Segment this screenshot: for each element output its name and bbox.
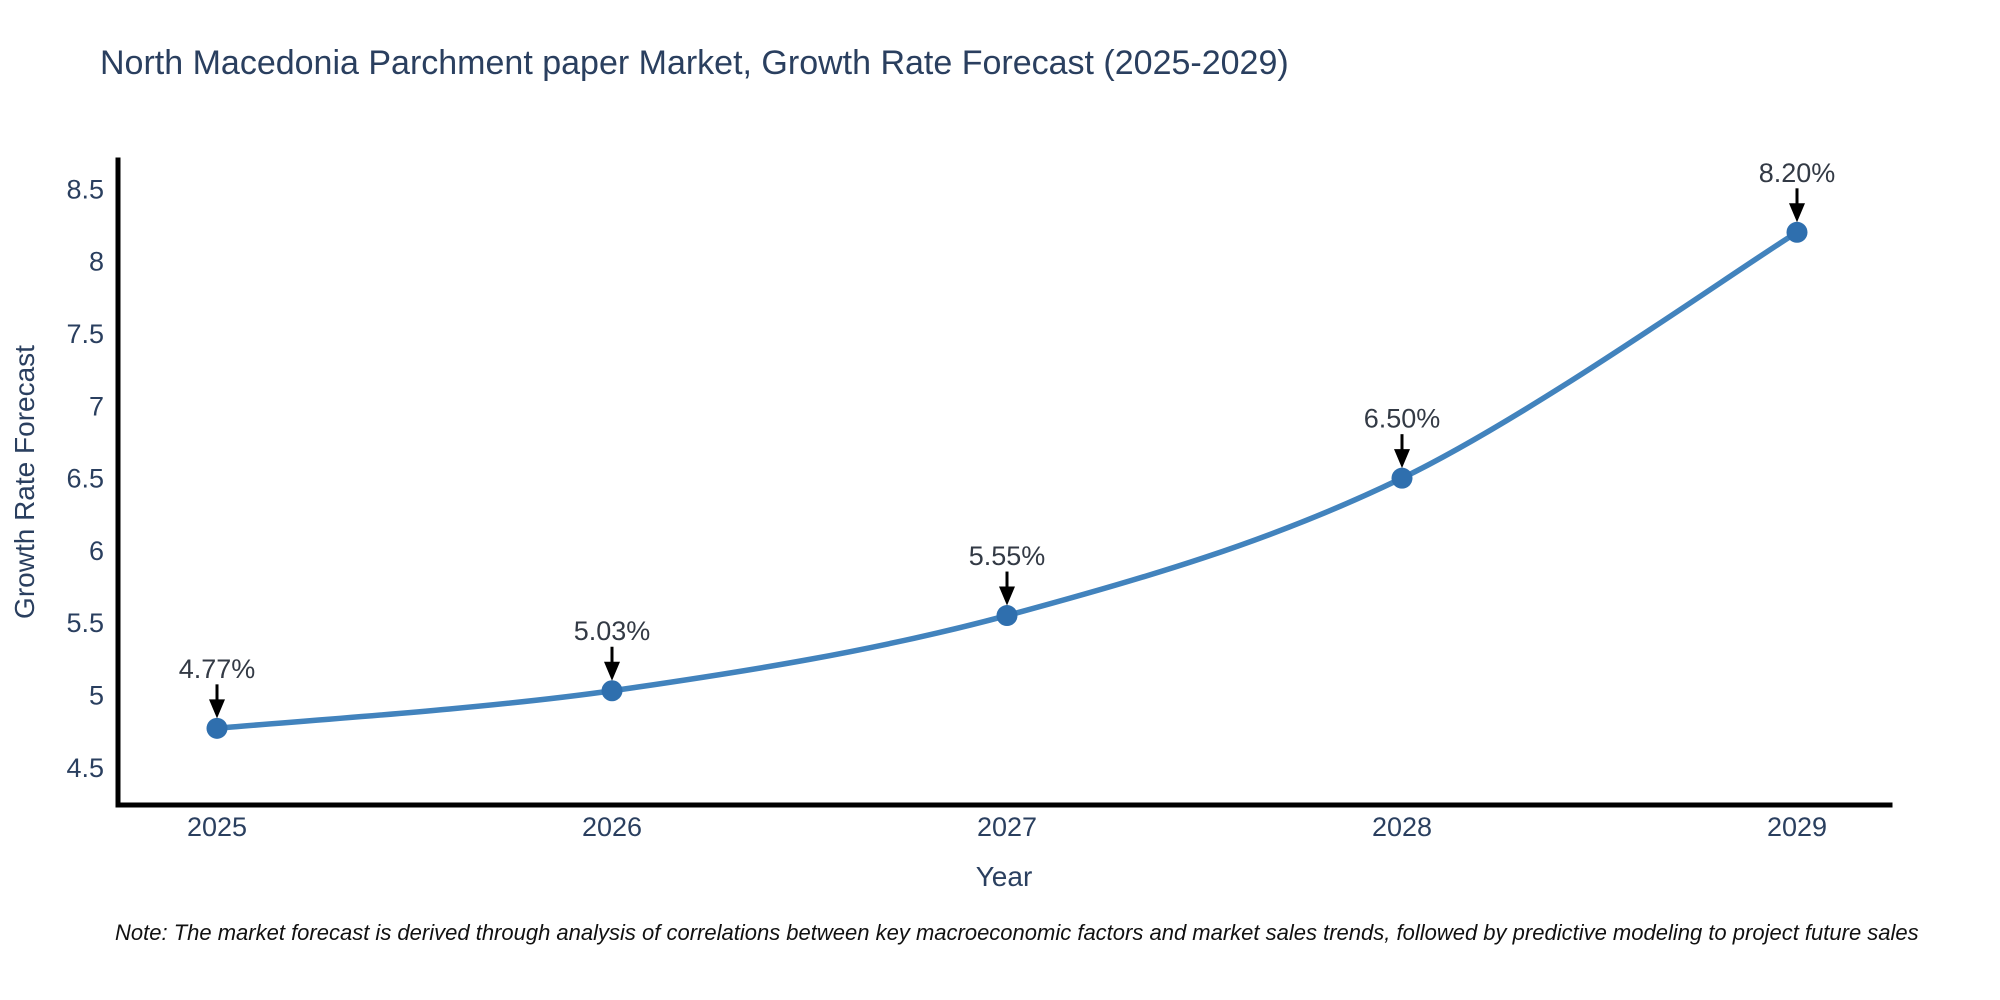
y-tick-label: 5 <box>89 681 104 711</box>
data-point-marker[interactable] <box>601 680 623 702</box>
y-tick-label: 5.5 <box>66 608 104 638</box>
point-value-label: 8.20% <box>1759 158 1836 188</box>
data-point-marker[interactable] <box>996 605 1018 627</box>
data-point-marker[interactable] <box>1391 467 1413 489</box>
y-axis-title: Growth Rate Forecast <box>9 345 40 619</box>
y-tick-label: 8.5 <box>66 174 104 204</box>
annotation-arrowhead <box>1789 203 1805 223</box>
x-tick-label: 2027 <box>977 812 1037 842</box>
y-axis-tick-labels: 4.5 5 5.5 6 6.5 7 7.5 8 8.5 <box>66 174 104 782</box>
point-value-label: 5.03% <box>574 616 651 646</box>
x-tick-label: 2025 <box>187 812 247 842</box>
y-tick-label: 6 <box>89 536 104 566</box>
point-value-label: 6.50% <box>1364 404 1441 434</box>
point-value-label: 4.77% <box>179 654 256 684</box>
chart-title: North Macedonia Parchment paper Market, … <box>100 44 1289 82</box>
data-point-marker[interactable] <box>1786 221 1808 243</box>
point-annotations: 4.77% 5.03% 5.55% 6.50% 8.20% <box>179 158 1836 719</box>
data-series <box>206 221 1808 739</box>
x-tick-label: 2028 <box>1372 812 1432 842</box>
y-tick-label: 7.5 <box>66 319 104 349</box>
footnote: Note: The market forecast is derived thr… <box>115 920 1919 945</box>
x-tick-label: 2026 <box>582 812 642 842</box>
series-line <box>216 229 1799 732</box>
data-point-marker[interactable] <box>206 717 228 739</box>
annotation-arrowhead <box>999 586 1015 606</box>
y-tick-label: 8 <box>89 247 104 277</box>
x-axis-tick-labels: 2025 2026 2027 2028 2029 <box>187 812 1827 842</box>
annotation-arrowhead <box>604 661 620 681</box>
annotation-arrowhead <box>209 699 225 719</box>
x-axis-title: Year <box>976 861 1033 892</box>
axis-lines <box>115 157 1893 808</box>
point-value-label: 5.55% <box>969 541 1046 571</box>
annotation-arrowhead <box>1394 449 1410 469</box>
y-tick-label: 6.5 <box>66 464 104 494</box>
y-tick-label: 4.5 <box>66 753 104 783</box>
y-tick-label: 7 <box>89 391 104 421</box>
x-tick-label: 2029 <box>1767 812 1827 842</box>
